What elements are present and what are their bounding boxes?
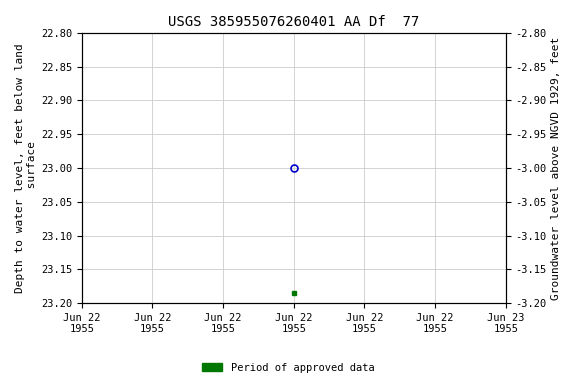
Legend: Period of approved data: Period of approved data <box>198 359 378 377</box>
Title: USGS 385955076260401 AA Df  77: USGS 385955076260401 AA Df 77 <box>168 15 419 29</box>
Y-axis label: Groundwater level above NGVD 1929, feet: Groundwater level above NGVD 1929, feet <box>551 36 561 300</box>
Y-axis label: Depth to water level, feet below land
 surface: Depth to water level, feet below land su… <box>15 43 37 293</box>
